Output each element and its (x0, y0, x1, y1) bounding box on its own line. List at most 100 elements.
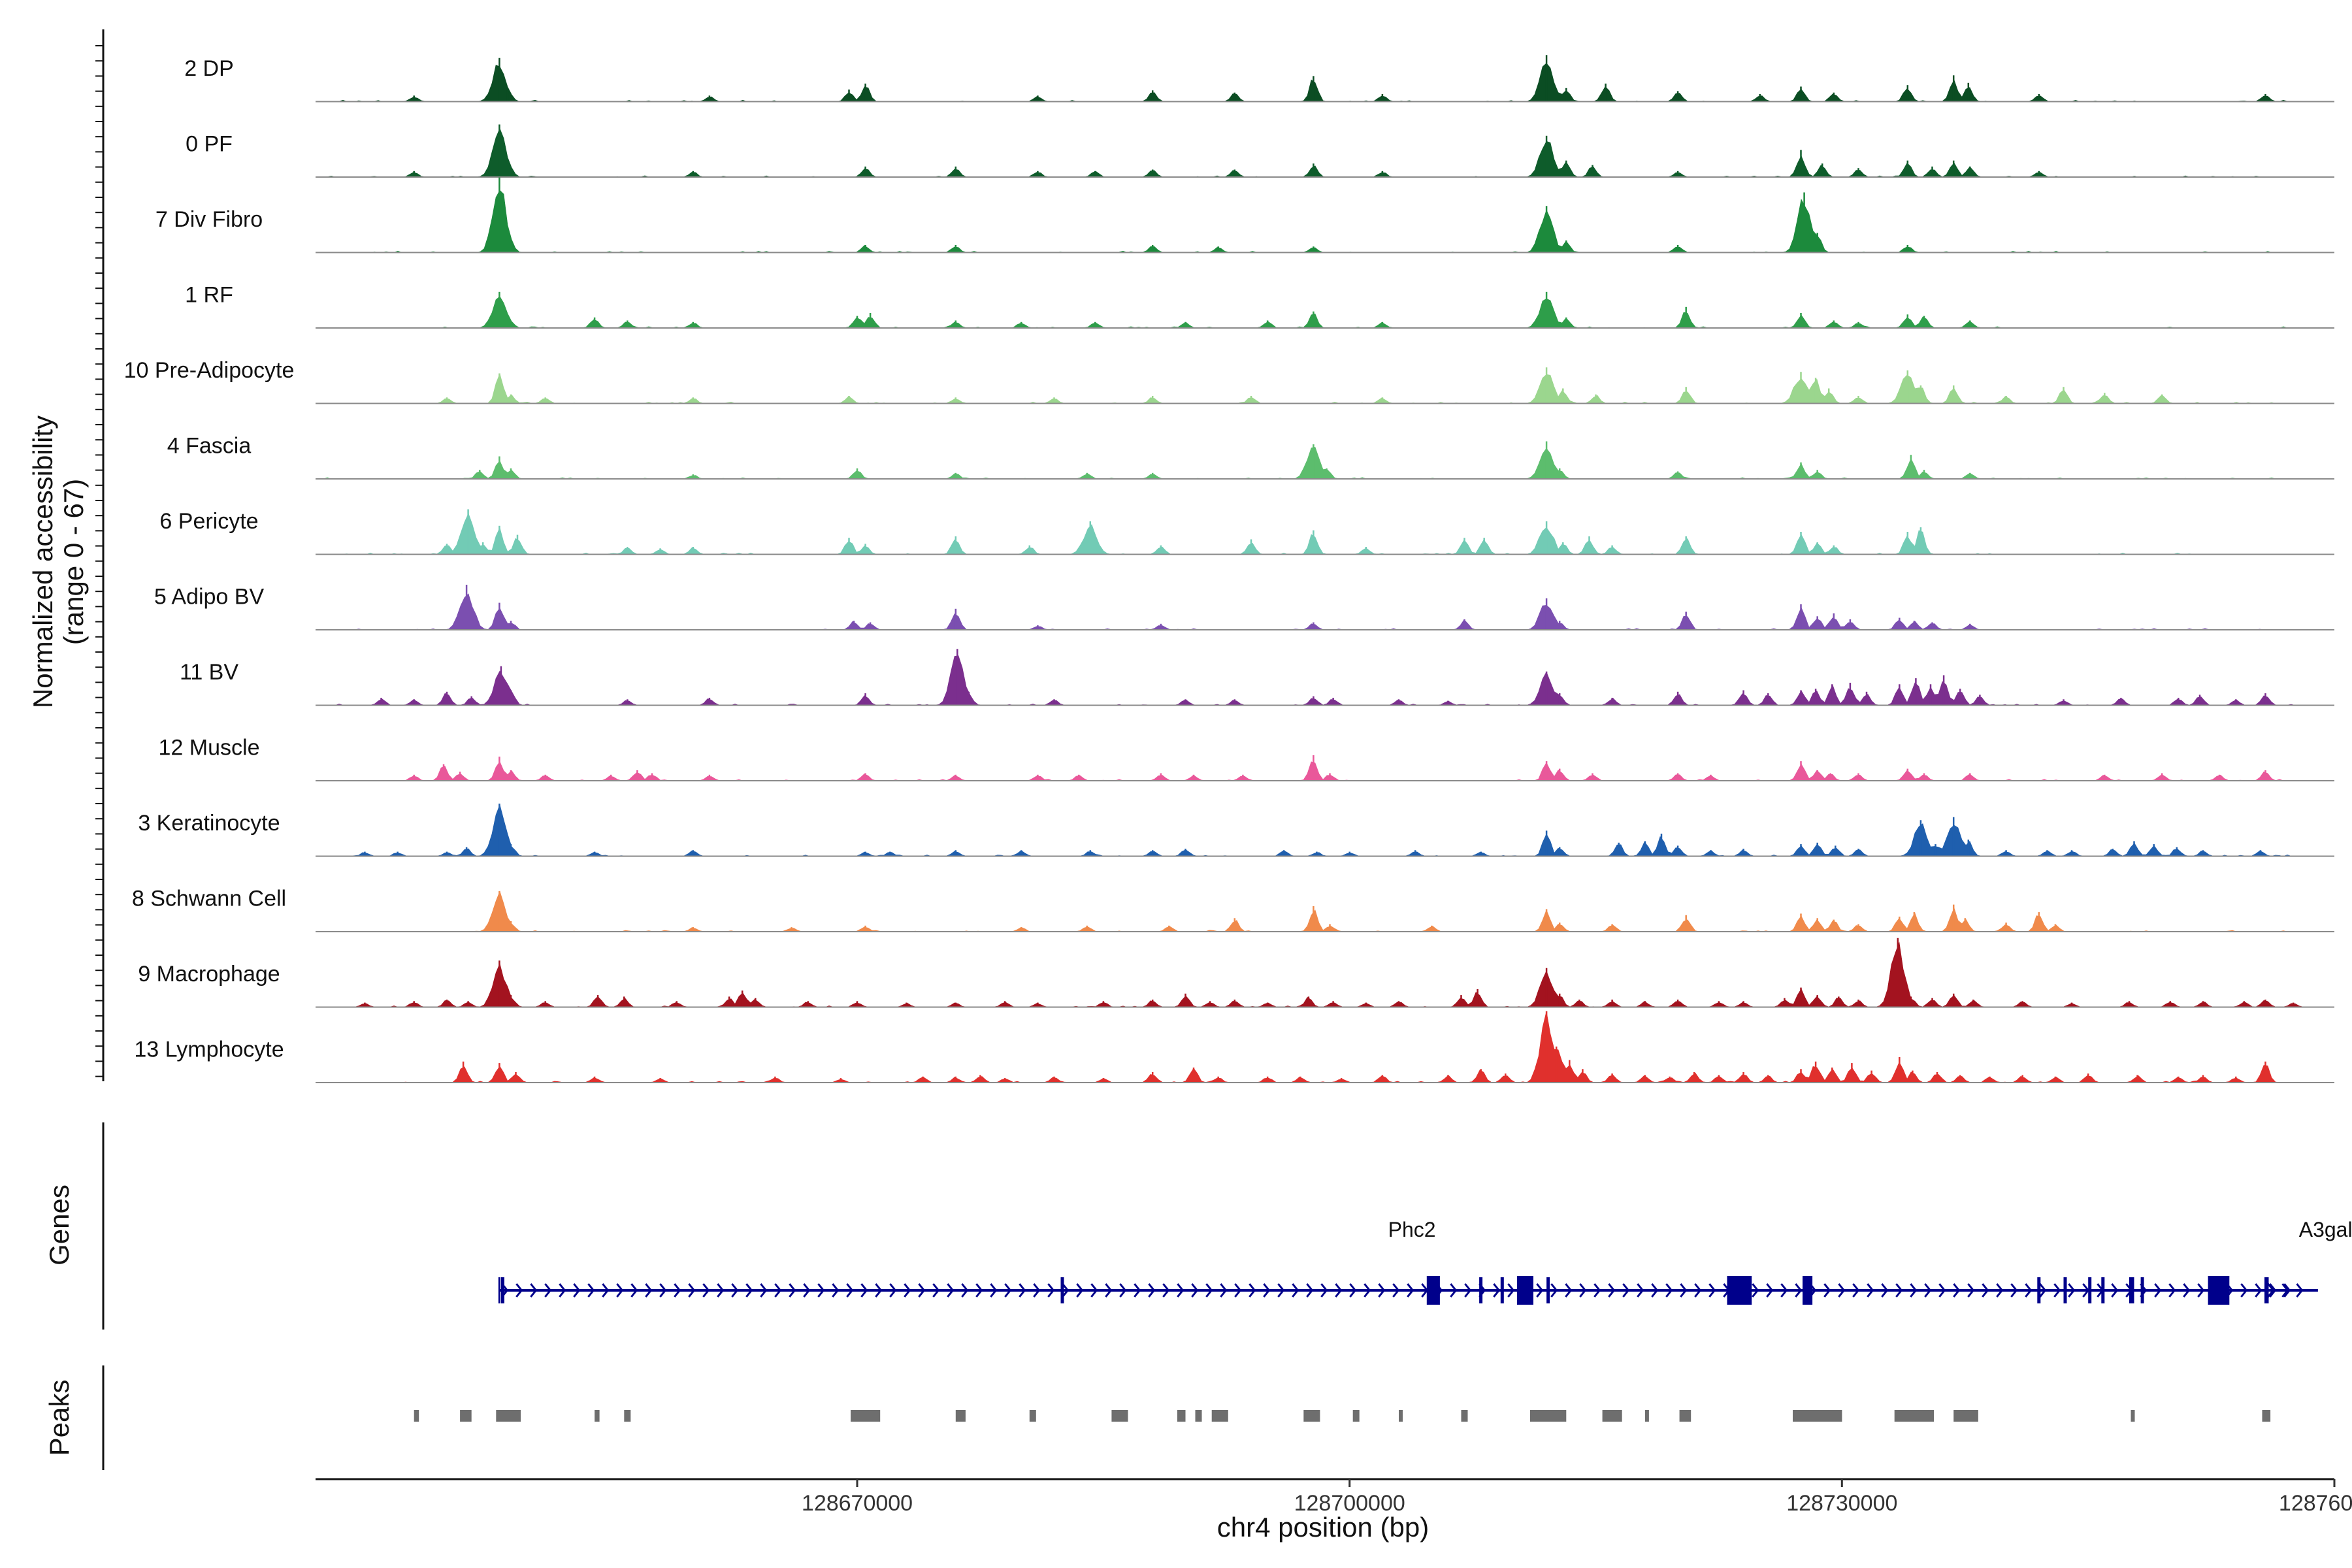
track-0-pf: 0 PF (186, 124, 2334, 178)
gene-exon (1500, 1277, 1504, 1303)
peak-region (1644, 1410, 1649, 1422)
track-label: 5 Adipo BV (154, 585, 265, 610)
peak-region (2131, 1410, 2135, 1422)
gene-exon (1060, 1277, 1064, 1303)
strand-chevron (1493, 1283, 1501, 1298)
strand-chevron (1464, 1283, 1472, 1298)
strand-chevron (1665, 1283, 1673, 1298)
track-3-keratinocyte: 3 Keratinocyte (138, 804, 2334, 857)
coverage-tracks: 2 DP 0 PF 7 Div Fibro 1 RF 10 Pre-Adipocyte 4… (95, 29, 2334, 1083)
track-label: 13 Lymphocyte (134, 1037, 284, 1062)
strand-chevron (1119, 1283, 1127, 1298)
gene-exon (1479, 1277, 1483, 1303)
peak-region (1177, 1410, 1186, 1422)
strand-chevron (1047, 1283, 1055, 1298)
track-5-adipo-bv: 5 Adipo BV (154, 585, 2334, 630)
strand-chevron (2168, 1283, 2176, 1298)
strand-chevron (789, 1283, 796, 1298)
strand-chevron (1608, 1283, 1616, 1298)
gene-exon (2088, 1277, 2092, 1303)
strand-chevron (947, 1283, 955, 1298)
strand-chevron (688, 1283, 696, 1298)
gene-exon (2129, 1277, 2134, 1303)
track-label: 11 BV (180, 660, 238, 685)
x-axis: 128670000 128700000 128730000 128760000 (316, 1478, 2352, 1516)
strand-chevron (1924, 1283, 1932, 1298)
strand-chevron (1090, 1283, 1098, 1298)
strand-chevron (904, 1283, 911, 1298)
strand-chevron (1694, 1283, 1702, 1298)
strand-chevron (1263, 1283, 1271, 1298)
strand-chevron (2255, 1283, 2262, 1298)
strand-chevron (1162, 1283, 1170, 1298)
strand-chevron (1579, 1283, 1587, 1298)
strand-chevron (2267, 1283, 2275, 1298)
strand-chevron (559, 1283, 566, 1298)
gene-exon (1803, 1276, 1813, 1305)
track-label: 0 PF (186, 132, 233, 157)
gene-label: A3galt2 (2299, 1218, 2352, 1241)
peak-region (1793, 1410, 1842, 1422)
peak-region (460, 1410, 472, 1422)
gene-track-title: Genes (44, 1184, 74, 1266)
track-11-bv: 11 BV (180, 649, 2334, 706)
gene-exon (2265, 1277, 2269, 1303)
strand-chevron (1019, 1283, 1026, 1298)
strand-chevron (674, 1283, 681, 1298)
peak-region (1461, 1410, 1468, 1422)
strand-chevron (1536, 1283, 1544, 1298)
track-8-schwann-cell: 8 Schwann Cell (132, 887, 2334, 932)
strand-chevron (1450, 1283, 1458, 1298)
peak-region (1602, 1410, 1622, 1422)
strand-chevron (846, 1283, 854, 1298)
track-13-lymphocyte: 13 Lymphocyte (134, 1011, 2334, 1083)
strand-chevron (932, 1283, 940, 1298)
strand-chevron (990, 1283, 998, 1298)
strand-chevron (1766, 1283, 1774, 1298)
peak-region (955, 1410, 966, 1422)
strand-chevron (1622, 1283, 1630, 1298)
track-label: 3 Keratinocyte (138, 811, 280, 836)
strand-chevron (1205, 1283, 1213, 1298)
peak-track (102, 1365, 2271, 1470)
strand-chevron (860, 1283, 868, 1298)
track-label: 1 RF (185, 283, 233, 308)
strand-chevron (1953, 1283, 1961, 1298)
strand-chevron (2053, 1283, 2061, 1298)
peak-region (1953, 1410, 1978, 1422)
strand-chevron (1335, 1283, 1343, 1298)
strand-chevron (2296, 1283, 2304, 1298)
strand-chevron (803, 1283, 811, 1298)
strand-chevron (1680, 1283, 1688, 1298)
x-tick-label: 128730000 (1786, 1491, 1897, 1516)
strand-chevron (1795, 1283, 1803, 1298)
gene-exon (2063, 1277, 2067, 1303)
strand-chevron (1593, 1283, 1601, 1298)
strand-chevron (2039, 1283, 2047, 1298)
strand-chevron (630, 1283, 638, 1298)
peak-region (1530, 1410, 1567, 1422)
peak-region (1111, 1410, 1128, 1422)
strand-chevron (573, 1283, 581, 1298)
strand-chevron (1134, 1283, 1141, 1298)
strand-chevron (1938, 1283, 1946, 1298)
strand-chevron (1076, 1283, 1084, 1298)
strand-chevron (1507, 1283, 1515, 1298)
peak-region (496, 1410, 521, 1422)
peak-region (414, 1410, 419, 1422)
strand-chevron (832, 1283, 840, 1298)
gene-exon (2208, 1276, 2230, 1305)
gene-exon (1546, 1277, 1550, 1303)
strand-chevron (1249, 1283, 1256, 1298)
track-10-pre-adipocyte: 10 Pre-Adipocyte (124, 358, 2334, 404)
strand-chevron (2281, 1283, 2289, 1298)
strand-chevron (1708, 1283, 1716, 1298)
strand-chevron (1550, 1283, 1558, 1298)
strand-chevron (1780, 1283, 1788, 1298)
strand-chevron (1565, 1283, 1573, 1298)
y-axis-range: (range 0 - 67) (58, 479, 89, 645)
strand-chevron (1752, 1283, 1759, 1298)
strand-chevron (1004, 1283, 1012, 1298)
